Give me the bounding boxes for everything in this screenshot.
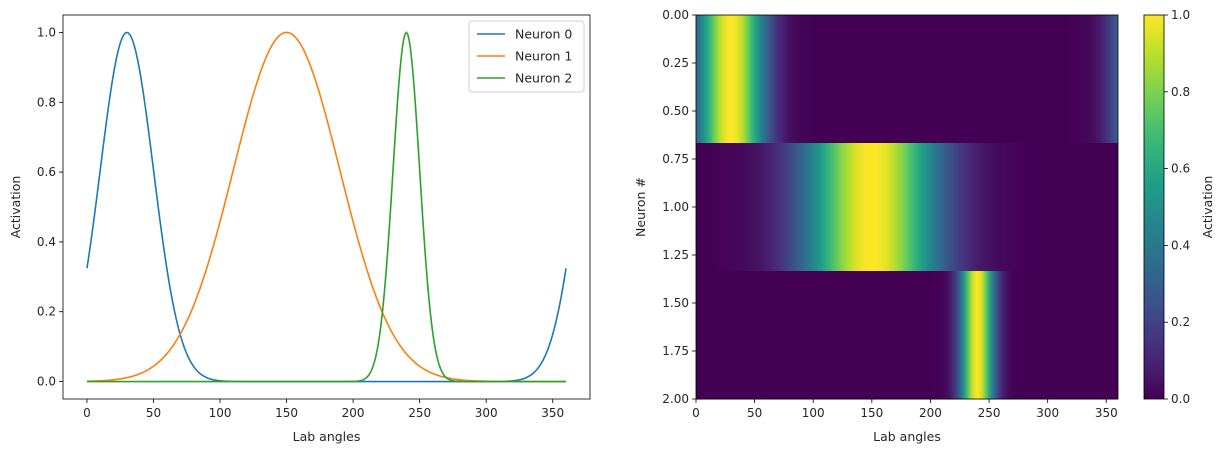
line-x-tick-label: 350 — [541, 406, 564, 420]
line-y-tick-label: 0.6 — [37, 165, 56, 179]
line-x-tick-label: 300 — [475, 406, 498, 420]
heatmap-y-ticks: 0.00 0.25 0.50 0.75 1.00 1.25 1.50 1.75 2.00 — [662, 8, 696, 406]
colorbar-label: Activation — [1200, 176, 1215, 239]
line-x-tick-label: 0 — [83, 406, 91, 420]
line-y-axis-label: Activation — [8, 176, 23, 239]
heatmap-y-tick-label: 2.00 — [662, 392, 689, 406]
colorbar: 0.0 0.2 0.4 0.6 0.8 1.0 Activation — [1143, 8, 1215, 406]
line-y-tick-label: 1.0 — [37, 25, 56, 39]
line-series-2 — [86, 31, 567, 383]
heatmap-row-2 — [696, 271, 1118, 400]
heatmap-x-tick-label: 200 — [919, 406, 942, 420]
line-y-tick-label: 0.8 — [37, 95, 56, 109]
heatmap-rows — [696, 15, 1118, 400]
legend-box — [468, 20, 585, 93]
legend-entry-0: Neuron 0 — [515, 27, 572, 42]
heatmap-y-tick-label: 0.00 — [662, 8, 689, 22]
colorbar-tick-label: 0.6 — [1171, 162, 1190, 176]
heatmap-y-tick-label: 1.50 — [662, 296, 689, 310]
heatmap-x-tick-label: 150 — [860, 406, 883, 420]
heatmap-x-tick-label: 100 — [802, 406, 825, 420]
heatmap-row-0 — [696, 15, 1118, 144]
line-x-ticks: 0 50 100 150 200 250 300 350 — [83, 399, 564, 420]
heatmap-x-ticks: 0 50 100 150 200 250 300 350 — [692, 399, 1118, 420]
heatmap-x-tick-label: 250 — [978, 406, 1001, 420]
legend-entry-1: Neuron 1 — [515, 49, 572, 64]
heatmap-y-tick-label: 1.00 — [662, 200, 689, 214]
line-y-tick-label: 0.4 — [37, 235, 56, 249]
line-series-group — [86, 31, 567, 383]
heatmap-y-tick-label: 0.75 — [662, 152, 689, 166]
line-plot-area — [62, 14, 591, 400]
line-x-tick-label: 100 — [209, 406, 232, 420]
colorbar-ticks: 0.0 0.2 0.4 0.6 0.8 1.0 — [1164, 8, 1190, 406]
legend-entry-2: Neuron 2 — [515, 71, 572, 86]
line-chart: 0 50 100 150 200 250 300 350 0.0 0.2 0.4 0.6 0.8 1.0… — [8, 14, 591, 444]
line-x-axis-label: Lab angles — [293, 429, 361, 444]
colorbar-gradient — [1144, 15, 1164, 399]
heatmap-y-tick-label: 0.25 — [662, 56, 689, 70]
heatmap-x-axis-label: Lab angles — [873, 429, 941, 444]
colorbar-tick-label: 1.0 — [1171, 8, 1190, 22]
line-y-ticks: 0.0 0.2 0.4 0.6 0.8 1.0 — [37, 25, 63, 389]
line-y-tick-label: 0.2 — [37, 305, 56, 319]
heatmap-x-tick-label: 0 — [692, 406, 700, 420]
heatmap-y-tick-label: 0.50 — [662, 104, 689, 118]
colorbar-tick-label: 0.0 — [1171, 392, 1190, 406]
line-x-tick-label: 50 — [146, 406, 161, 420]
colorbar-tick-label: 0.4 — [1171, 238, 1190, 252]
colorbar-frame — [1143, 14, 1165, 400]
line-y-tick-label: 0.0 — [37, 375, 56, 389]
line-x-tick-label: 200 — [342, 406, 365, 420]
heatmap-y-tick-label: 1.25 — [662, 248, 689, 262]
line-x-tick-label: 150 — [275, 406, 298, 420]
heatmap-y-tick-label: 1.75 — [662, 344, 689, 358]
legend: Neuron 0 Neuron 1 Neuron 2 — [468, 20, 585, 93]
colorbar-tick-label: 0.8 — [1171, 85, 1190, 99]
heatmap-x-tick-label: 50 — [747, 406, 762, 420]
heatmap-chart: 0 50 100 150 200 250 300 350 0.00 0.25 0.50 0.75 1.… — [633, 8, 1119, 444]
heatmap-x-tick-label: 300 — [1036, 406, 1059, 420]
heatmap-x-tick-label: 350 — [1095, 406, 1118, 420]
line-x-tick-label: 250 — [408, 406, 431, 420]
heatmap-y-axis-label: Neuron # — [633, 177, 648, 237]
heatmap-row-1 — [696, 143, 1118, 272]
colorbar-tick-label: 0.2 — [1171, 315, 1190, 329]
